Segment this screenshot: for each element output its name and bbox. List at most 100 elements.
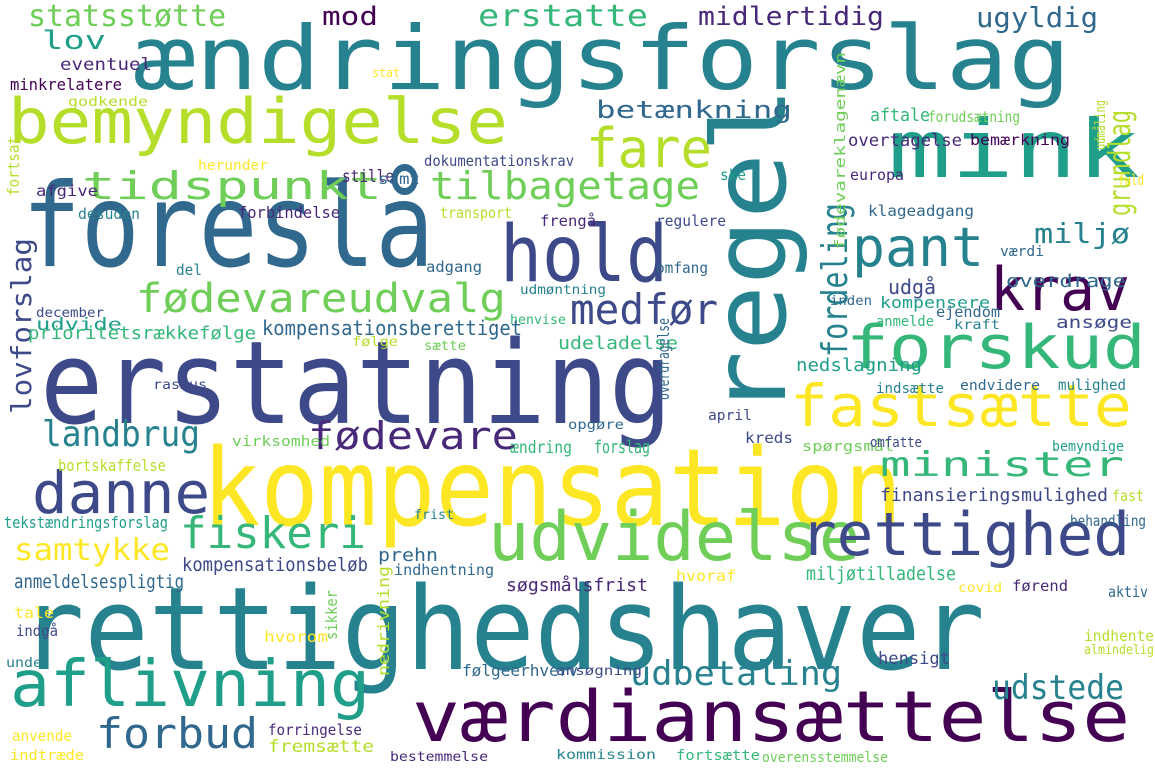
cloud-word: udbetaling <box>630 654 843 695</box>
cloud-word: danne <box>32 459 211 528</box>
cloud-word: prioritetsrækkefølge <box>28 322 257 344</box>
cloud-word: værdiansættelse <box>412 676 1131 759</box>
cloud-word: forslag <box>594 436 650 458</box>
cloud-word: forudsætning <box>928 107 1021 126</box>
cloud-word: herunder <box>198 157 269 174</box>
cloud-word: indsætte <box>876 380 944 397</box>
cloud-word: indtræde <box>10 747 84 764</box>
cloud-word: inden <box>830 293 872 309</box>
cloud-word: kompensationsbeløb <box>182 554 368 577</box>
cloud-word: betænkning <box>596 96 792 125</box>
cloud-word: endvidere <box>960 377 1041 394</box>
cloud-word: forskud <box>846 313 1146 384</box>
cloud-word: fødevareklagenævn <box>833 51 849 251</box>
cloud-word: overtagelse <box>848 130 963 151</box>
cloud-word: spørgsmål <box>802 438 895 455</box>
cloud-word: unde <box>6 655 43 671</box>
cloud-word: tale <box>14 603 54 622</box>
cloud-word: fødevare <box>308 413 518 458</box>
cloud-word: mod <box>322 1 379 32</box>
cloud-word: landbrug <box>42 414 200 456</box>
cloud-word: ansøgning <box>556 663 643 679</box>
cloud-word: transport <box>440 203 513 222</box>
cloud-word: desuden <box>78 204 141 223</box>
cloud-word: stille <box>342 166 395 187</box>
cloud-word: grundlag <box>1103 109 1138 216</box>
cloud-word: hvoraf <box>676 566 736 585</box>
cloud-word: udeladelse <box>558 332 678 354</box>
cloud-word: omfatte <box>870 434 922 451</box>
cloud-word: samt <box>378 169 421 188</box>
cloud-word: anmeldelsespligtig <box>14 571 185 594</box>
cloud-word: ansøge <box>1056 312 1133 333</box>
cloud-word: udvidelse <box>488 497 861 577</box>
cloud-word: fast <box>1112 486 1145 505</box>
cloud-word: frengå <box>540 211 597 230</box>
cloud-word: bortskaffelse <box>58 455 166 475</box>
cloud-word: ejendom <box>936 302 1000 321</box>
cloud-word: minister <box>880 445 1125 486</box>
cloud-word: fare <box>586 116 713 180</box>
cloud-word: miljøtilladelse <box>806 563 956 586</box>
cloud-word: nedrivning <box>374 565 393 676</box>
cloud-word: prehn <box>378 544 438 566</box>
cloud-word: rettighedshaver <box>20 562 985 697</box>
cloud-word: kompensation <box>202 427 903 552</box>
cloud-word: forbud <box>96 708 259 758</box>
cloud-word: bemærkning <box>970 130 1070 149</box>
cloud-word: udmøntning <box>520 282 607 298</box>
cloud-word: indhente <box>1084 626 1155 645</box>
cloud-word: forringelse <box>268 720 362 739</box>
cloud-word: udmåling <box>1093 99 1109 150</box>
cloud-word: fuld <box>1118 170 1145 189</box>
cloud-word: kompensationsberettiget <box>262 316 523 341</box>
cloud-word: minkrelatere <box>10 74 123 94</box>
cloud-word: tilbagetage <box>430 163 701 208</box>
cloud-word: udstede <box>992 668 1124 709</box>
cloud-word: førend <box>1012 576 1069 595</box>
cloud-word: rasmus <box>153 377 208 393</box>
cloud-word: midlertidig <box>698 1 884 32</box>
cloud-word: følge <box>352 334 398 350</box>
cloud-word: søgsmålsfrist <box>506 574 649 596</box>
cloud-word: indhentning <box>394 560 495 579</box>
cloud-word: overensstemmelse <box>762 749 888 766</box>
cloud-word: fortsat <box>4 135 23 196</box>
cloud-word: almindelig <box>1084 642 1154 658</box>
cloud-word: foreslå <box>22 158 435 294</box>
cloud-word: henvise <box>510 312 567 328</box>
cloud-word: opgøre <box>568 417 625 433</box>
cloud-word: lov <box>42 25 107 56</box>
cloud-word: anvende <box>12 726 72 745</box>
cloud-word: aflivning <box>10 647 370 722</box>
cloud-word: udvide <box>36 314 122 335</box>
cloud-word: forbindelse <box>238 202 341 222</box>
cloud-word: erstatning <box>40 316 673 451</box>
cloud-word: april <box>708 407 753 424</box>
cloud-word: afgive <box>36 181 98 200</box>
cloud-word: rettighed <box>800 500 1130 571</box>
cloud-word: del <box>176 260 203 279</box>
cloud-word: krav <box>990 255 1131 326</box>
cloud-word: anmelde <box>876 313 935 330</box>
cloud-word: kompensere <box>880 292 991 312</box>
cloud-word: følgeerhverv <box>462 660 579 680</box>
cloud-word: nedslagning <box>796 354 923 376</box>
cloud-word: erstatte <box>478 0 649 34</box>
cloud-word: kommission <box>556 747 657 763</box>
cloud-word: værdi <box>1000 243 1045 260</box>
cloud-word: omfang <box>656 258 709 277</box>
cloud-word: regulere <box>656 211 727 230</box>
cloud-word: fortsætte <box>676 747 760 764</box>
cloud-word: miljø <box>1034 216 1131 250</box>
cloud-word: december <box>36 305 105 321</box>
cloud-word: bestemmelse <box>390 749 488 765</box>
cloud-word: ske <box>720 165 747 184</box>
cloud-word: adgang <box>426 257 483 276</box>
cloud-word: statsstøtte <box>28 0 227 34</box>
cloud-word: regel <box>691 86 810 417</box>
cloud-word: fødevareudvalg <box>136 275 506 322</box>
cloud-word: eventuel <box>60 54 153 75</box>
cloud-word: udgå <box>888 275 937 300</box>
